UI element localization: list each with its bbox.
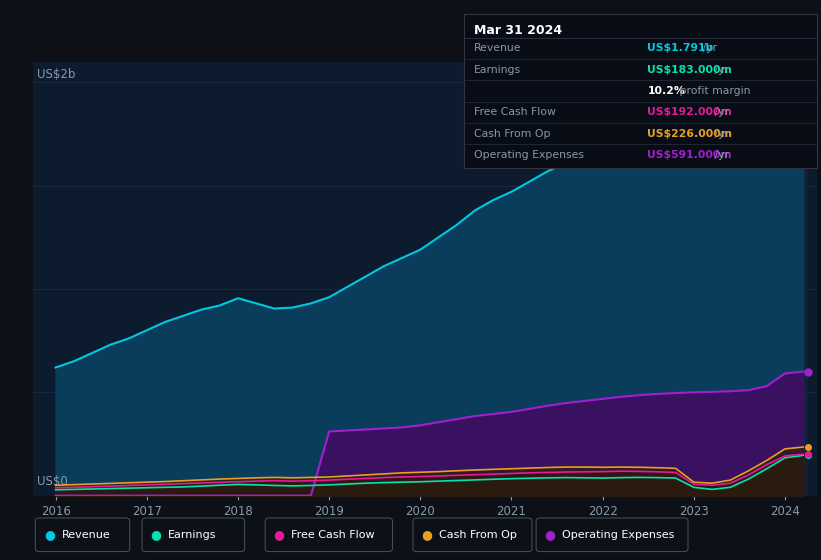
Text: US$591.000m: US$591.000m: [648, 150, 732, 160]
Text: US$2b: US$2b: [37, 68, 76, 81]
Text: Free Cash Flow: Free Cash Flow: [474, 108, 556, 118]
Text: Earnings: Earnings: [474, 64, 521, 74]
Text: Revenue: Revenue: [62, 530, 110, 540]
Bar: [694, 62, 808, 496]
Text: Cash From Op: Cash From Op: [439, 530, 517, 540]
Text: ●: ●: [150, 528, 162, 542]
Text: profit margin: profit margin: [677, 86, 750, 96]
Text: Cash From Op: Cash From Op: [474, 129, 550, 139]
Text: US$183.000m: US$183.000m: [648, 64, 732, 74]
Text: ●: ●: [544, 528, 556, 542]
Text: /yr: /yr: [711, 129, 729, 139]
Text: Mar 31 2024: Mar 31 2024: [474, 24, 562, 37]
Text: US$192.000m: US$192.000m: [648, 108, 732, 118]
Text: ●: ●: [44, 528, 55, 542]
Text: Operating Expenses: Operating Expenses: [562, 530, 675, 540]
Text: US$226.000m: US$226.000m: [648, 129, 732, 139]
Text: /yr: /yr: [711, 108, 729, 118]
Text: US$0: US$0: [37, 475, 67, 488]
Text: 10.2%: 10.2%: [648, 86, 686, 96]
Text: Earnings: Earnings: [168, 530, 217, 540]
Text: Free Cash Flow: Free Cash Flow: [291, 530, 375, 540]
Text: /yr: /yr: [711, 64, 729, 74]
Text: ●: ●: [273, 528, 285, 542]
Text: US$1.791b: US$1.791b: [648, 43, 713, 53]
Text: Operating Expenses: Operating Expenses: [474, 150, 584, 160]
Text: /yr: /yr: [711, 150, 729, 160]
Text: ●: ●: [421, 528, 433, 542]
Text: Revenue: Revenue: [474, 43, 521, 53]
Text: /yr: /yr: [699, 43, 718, 53]
